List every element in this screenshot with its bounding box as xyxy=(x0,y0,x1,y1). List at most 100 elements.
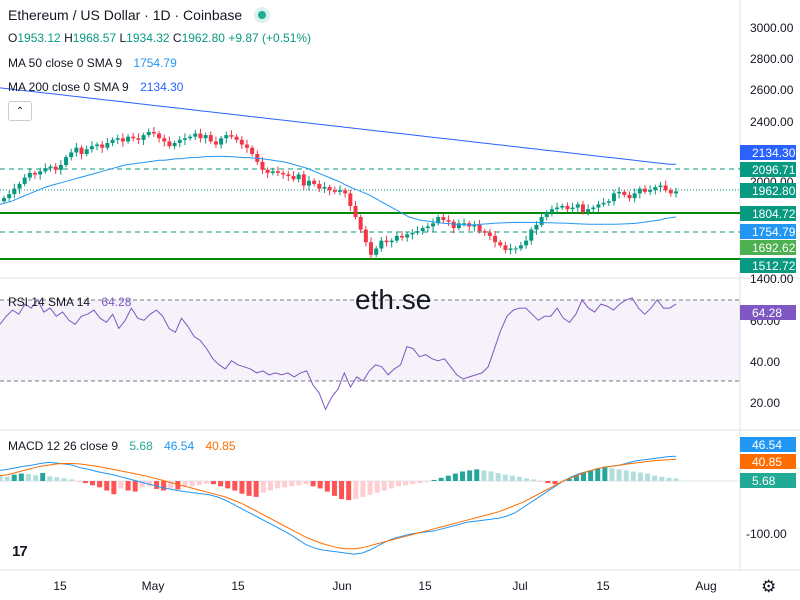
macd-hist-bar xyxy=(602,467,608,481)
candle-body xyxy=(69,152,74,158)
macd-legend-hist: 5.68 xyxy=(129,439,153,453)
macd-hist-bar xyxy=(317,481,323,489)
ma50-legend-label: MA 50 close 0 SMA 9 xyxy=(8,56,123,70)
candle-body xyxy=(146,131,151,136)
macd-hist-bar xyxy=(367,481,373,495)
tradingview-logo[interactable]: 17 xyxy=(12,543,28,560)
macd-hist-bar xyxy=(417,481,423,484)
macd-hist-bar xyxy=(388,481,394,489)
symbol-title: Ethereum / US Dollar · 1D · Coinbase xyxy=(8,7,243,23)
candle-body xyxy=(182,138,187,140)
candle-body xyxy=(658,185,663,188)
candle-body xyxy=(674,191,678,194)
macd-hist-bar xyxy=(509,475,515,481)
macd-hist-bar xyxy=(481,470,487,481)
macd-hist-bar xyxy=(104,481,110,491)
price-tick: 2800.00 xyxy=(750,52,794,66)
macd-hist-bar xyxy=(4,476,10,481)
collapse-legend-button[interactable]: ⌃ xyxy=(8,101,32,121)
macd-hist-bar xyxy=(502,474,508,481)
macd-hist-bar xyxy=(246,481,252,496)
ma200-legend[interactable]: MA 200 close 0 SMA 9 2134.30 xyxy=(8,80,183,94)
candle-body xyxy=(38,171,43,175)
candle-body xyxy=(105,142,110,148)
ohlc-close: 1962.80 xyxy=(181,31,225,45)
level-price-label: 2096.71 xyxy=(752,163,796,177)
time-tick: May xyxy=(142,579,165,593)
macd-hist-bar xyxy=(203,481,209,484)
candle-body xyxy=(110,139,115,143)
support-lower-label: 1512.72 xyxy=(752,259,796,273)
candle-body xyxy=(539,217,544,225)
candle-body xyxy=(301,174,306,186)
candle-body xyxy=(177,139,182,143)
candle-body xyxy=(389,240,394,243)
candle-body xyxy=(58,165,63,170)
candle-body xyxy=(12,188,17,195)
macd-hist-bar xyxy=(253,481,259,497)
support-price-label: 1804.72 xyxy=(752,207,796,221)
ohlc-open-label: O xyxy=(8,31,18,45)
hist-value-label-bg xyxy=(740,473,796,488)
rsi-line xyxy=(0,297,677,411)
candle-body xyxy=(162,138,167,142)
ohlc-close-label: C xyxy=(172,31,182,45)
candle-body xyxy=(586,209,591,213)
candle-body xyxy=(482,231,487,233)
candle-body xyxy=(518,245,523,249)
candle-body xyxy=(560,205,565,208)
candle-body xyxy=(369,242,374,255)
symbol-header[interactable]: Ethereum / US Dollar · 1D · Coinbase xyxy=(8,7,271,23)
candle-body xyxy=(544,212,549,217)
macd-hist-bar xyxy=(374,481,380,493)
candle-body xyxy=(22,177,27,184)
macd-hist-bar xyxy=(111,481,117,495)
last-price-label-bg xyxy=(740,183,796,198)
macd-hist-bar xyxy=(495,473,501,481)
hist-value-label: 5.68 xyxy=(752,474,776,488)
candle-body xyxy=(441,217,446,221)
ma200-legend-value: 2134.30 xyxy=(140,80,184,94)
macd-hist-bar xyxy=(659,476,665,481)
macd-hist-bar xyxy=(438,477,444,481)
candle-body xyxy=(632,193,637,199)
macd-hist-bar xyxy=(168,481,174,489)
macd-hist-bar xyxy=(395,481,401,487)
candle-body xyxy=(151,131,156,134)
gear-icon[interactable]: ⚙ xyxy=(761,577,777,596)
macd-hist-bar xyxy=(673,478,679,481)
macd-hist-bar xyxy=(0,475,3,481)
macd-legend[interactable]: MACD 12 26 close 9 5.68 46.54 40.85 xyxy=(8,439,236,453)
macd-hist-bar xyxy=(132,481,138,492)
candle-body xyxy=(606,201,611,203)
candle-body xyxy=(219,138,224,145)
macd-hist-bar xyxy=(33,475,39,481)
macd-hist-bar xyxy=(97,481,103,488)
candle-body xyxy=(487,232,492,236)
macd-hist-bar xyxy=(488,471,494,481)
candle-body xyxy=(565,205,570,210)
level-lower-label: 1692.62 xyxy=(752,241,796,255)
watermark-text: eth.se xyxy=(355,284,432,315)
ohlc-legend: O1953.12 H1968.57 L1934.32 C1962.80 +9.8… xyxy=(8,31,311,45)
macd-hist-bar xyxy=(239,481,245,494)
macd-legend-signal: 40.85 xyxy=(205,439,236,453)
candle-body xyxy=(172,142,177,147)
ohlc-low: 1934.32 xyxy=(126,31,170,45)
macd-hist-bar xyxy=(652,475,658,481)
ma50-price-label: 1754.79 xyxy=(752,225,796,239)
candle-body xyxy=(327,187,332,191)
ma50-legend[interactable]: MA 50 close 0 SMA 9 1754.79 xyxy=(8,56,177,70)
rsi-legend[interactable]: RSI 14 SMA 14 64.28 xyxy=(8,295,131,309)
candle-body xyxy=(472,224,477,227)
candle-body xyxy=(306,180,311,186)
ohlc-open: 1953.12 xyxy=(17,31,61,45)
candle-body xyxy=(529,229,534,241)
candle-body xyxy=(663,185,668,191)
candle-body xyxy=(358,217,363,230)
candle-body xyxy=(637,188,642,194)
candle-body xyxy=(384,240,389,243)
ohlc-high-label: H xyxy=(64,31,73,45)
candle-body xyxy=(275,171,280,173)
